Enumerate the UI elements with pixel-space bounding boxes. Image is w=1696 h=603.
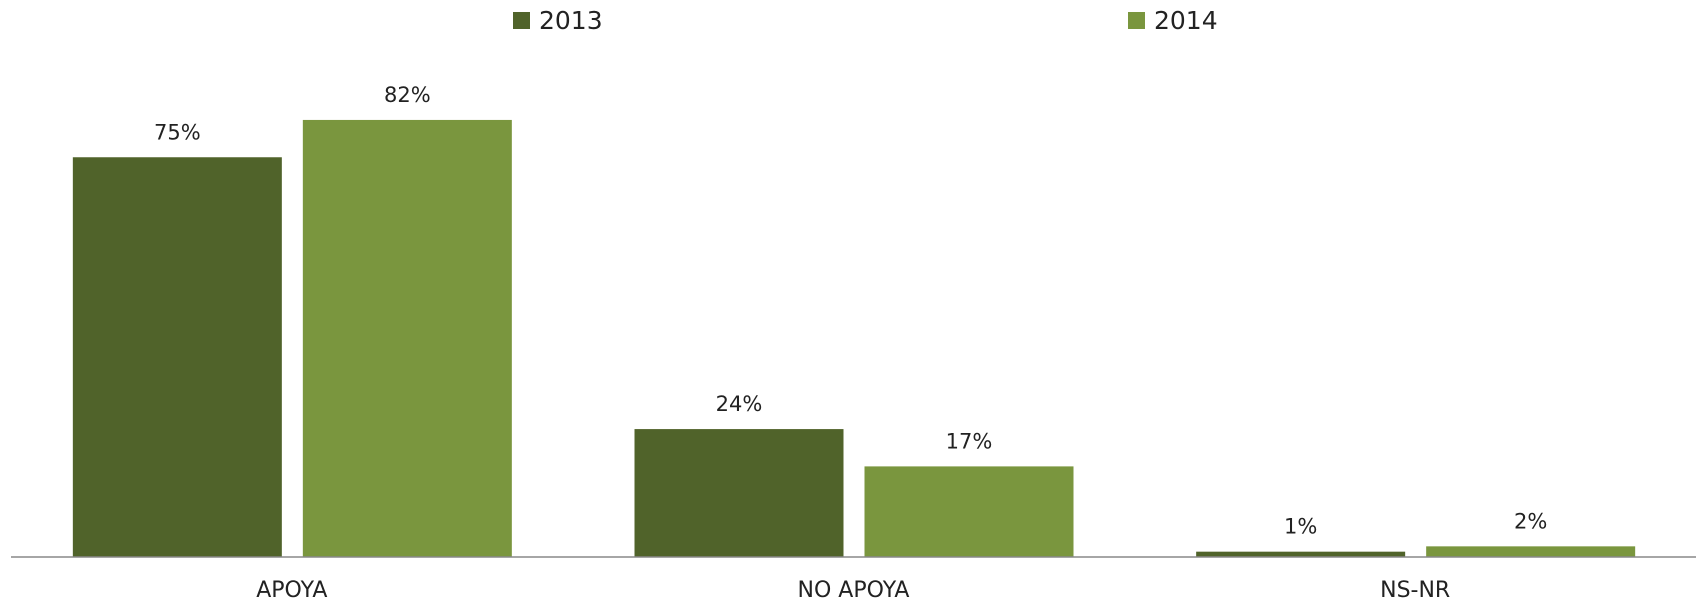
legend-label: 2013 bbox=[539, 6, 603, 35]
bar bbox=[1196, 551, 1406, 557]
x-tick-label: APOYA bbox=[256, 578, 327, 603]
legend-label: 2014 bbox=[1154, 6, 1218, 35]
data-label: 2% bbox=[1514, 509, 1547, 533]
bar bbox=[864, 466, 1074, 557]
data-label: 24% bbox=[716, 392, 763, 416]
bar bbox=[72, 157, 282, 557]
data-label: 75% bbox=[154, 120, 201, 144]
legend-swatch bbox=[513, 12, 530, 29]
bar bbox=[1426, 546, 1636, 557]
bar bbox=[634, 429, 844, 557]
legend-swatch bbox=[1128, 12, 1145, 29]
data-label: 17% bbox=[946, 429, 993, 453]
bar bbox=[302, 119, 512, 557]
data-label: 82% bbox=[384, 83, 431, 107]
x-tick-label: NO APOYA bbox=[798, 578, 910, 603]
x-tick-label: NS-NR bbox=[1380, 578, 1450, 603]
data-label: 1% bbox=[1284, 515, 1317, 539]
